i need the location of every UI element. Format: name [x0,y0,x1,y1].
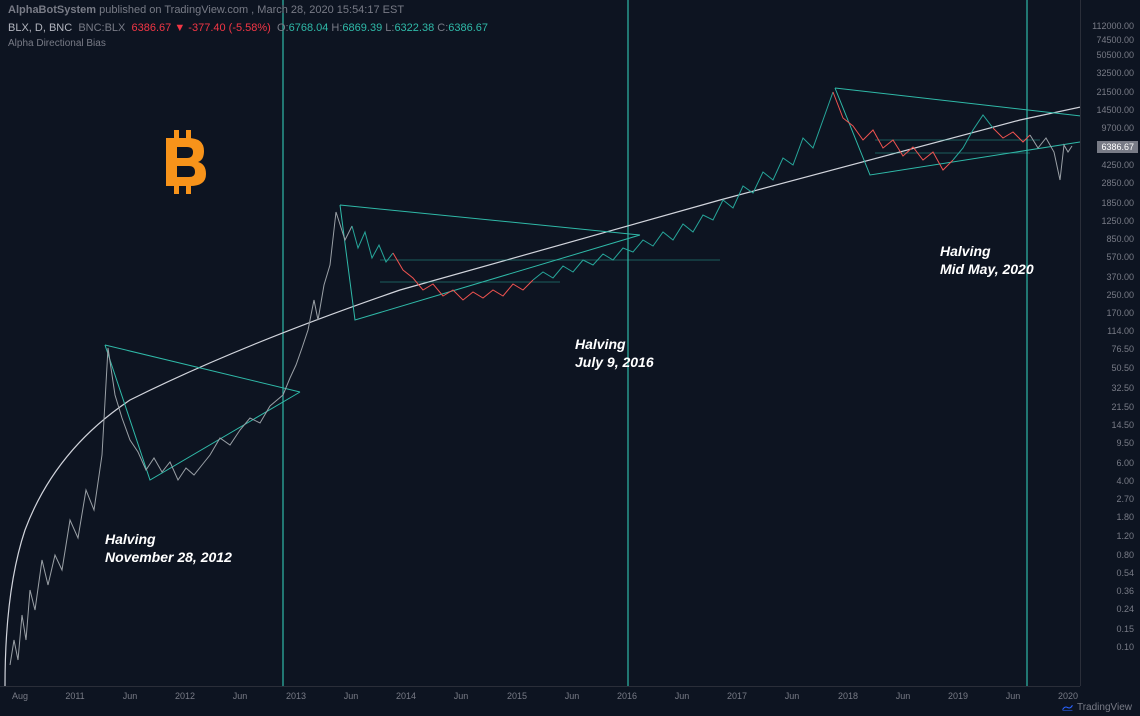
y-axis-label: 1850.00 [1101,198,1134,208]
x-axis-label: Jun [1006,691,1021,701]
x-axis-label: 2017 [727,691,747,701]
x-axis-label: 2020 [1058,691,1078,701]
x-axis-label: Jun [896,691,911,701]
publisher: AlphaBotSystem [8,4,96,16]
y-axis-label: 370.00 [1106,272,1134,282]
y-axis-label: 112000.00 [1092,21,1134,31]
x-axis-label: Jun [565,691,580,701]
chart-plot-area[interactable] [0,0,1080,686]
y-axis-label: 6.00 [1116,458,1134,468]
y-axis-label: 9.50 [1116,438,1134,448]
halving-1-label: Halving November 28, 2012 [105,530,232,566]
y-axis-label: 21.50 [1111,402,1134,412]
y-axis-label: 0.80 [1116,550,1134,560]
x-axis-label: 2011 [65,691,84,701]
y-axis-label: 0.36 [1116,586,1134,596]
x-axis-label: 2015 [507,691,527,701]
y-axis-label: 0.54 [1116,568,1134,578]
y-axis-label: 4.00 [1116,476,1134,486]
y-axis-label: 2850.00 [1101,178,1134,188]
x-axis-label: 2018 [838,691,858,701]
symbol: BLX, D, BNC [8,22,72,34]
y-axis-label: 50.50 [1111,363,1134,373]
y-axis-label: 74500.00 [1096,35,1134,45]
y-axis-label: 170.00 [1106,308,1134,318]
y-axis-label: 1.20 [1116,531,1134,541]
y-axis-label: 2.70 [1116,494,1134,504]
indicator-name: Alpha Directional Bias [8,38,106,49]
x-axis-label: 2012 [175,691,195,701]
x-axis-label: 2013 [286,691,306,701]
x-axis-label: Jun [344,691,359,701]
tradingview-watermark: TradingView [1062,702,1132,713]
last-price: 6386.67 [132,22,172,34]
x-axis-label: 2016 [617,691,637,701]
x-axis-label: 2019 [948,691,968,701]
bitcoin-logo-icon [160,130,208,194]
y-axis-label: 850.00 [1106,234,1134,244]
y-axis-label: 250.00 [1106,290,1134,300]
change: -377.40 (-5.58%) [188,22,271,34]
y-axis-label: 32.50 [1111,383,1134,393]
x-axis-label: Jun [123,691,138,701]
y-axis-label: 4250.00 [1101,160,1134,170]
y-axis-label: 32500.00 [1096,68,1134,78]
y-axis-label: 9700.00 [1101,123,1134,133]
site: TradingView.com [164,4,248,16]
y-axis-label: 1.80 [1116,512,1134,522]
y-axis-label: 114.00 [1107,326,1134,336]
halving-2-label: Halving July 9, 2016 [575,335,654,371]
quote: BNC:BLX [78,22,125,34]
x-axis-label: Aug [12,691,28,701]
x-axis-label: 2014 [396,691,416,701]
y-axis-label: 0.15 [1116,624,1134,634]
y-axis-label: 14.50 [1111,420,1134,430]
header-publish-info: AlphaBotSystem published on TradingView.… [8,4,404,16]
y-axis-label: 14500.00 [1096,105,1134,115]
y-axis-label: 76.50 [1111,344,1134,354]
x-axis: Aug 2011 Jun 2012 Jun 2013 Jun 2014 Jun 2015 Jun 20… [0,686,1080,716]
x-axis-label: Jun [675,691,690,701]
tradingview-icon [1062,702,1073,713]
ticker-line: BLX, D, BNC BNC:BLX 6386.67 ▼ -377.40 (-… [8,22,488,34]
arrow-down-icon: ▼ [174,22,185,34]
y-axis-label: 0.10 [1116,642,1134,652]
y-axis-label: 0.24 [1116,604,1134,614]
price-chart [0,0,1080,686]
y-axis: 112000.00 74500.00 50500.00 32500.00 21500.0… [1080,0,1140,686]
y-axis-label: 570.00 [1106,252,1134,262]
y-axis-label: 1250.00 [1101,216,1134,226]
x-axis-label: Jun [785,691,800,701]
current-price-tag: 6386.67 [1097,141,1138,153]
halving-3-label: Halving Mid May, 2020 [940,242,1034,278]
y-axis-label: 21500.00 [1096,87,1134,97]
x-axis-label: Jun [233,691,248,701]
x-axis-label: Jun [454,691,469,701]
y-axis-label: 50500.00 [1096,50,1134,60]
